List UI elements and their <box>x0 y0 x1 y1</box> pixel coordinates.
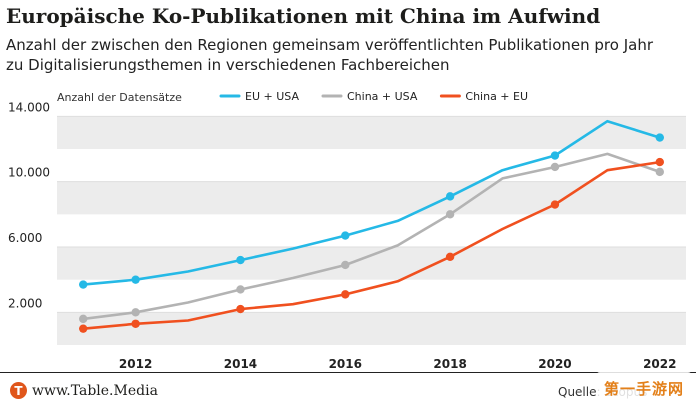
chart-title: Europäische Ko-Publikationen mit China i… <box>6 4 601 28</box>
x-tick-label: 2022 <box>643 357 676 371</box>
y-tick-label: 14.000 <box>8 100 50 114</box>
data-point <box>655 157 664 167</box>
grid-band <box>57 247 686 280</box>
series-line <box>81 119 662 286</box>
data-point <box>445 192 455 201</box>
data-point <box>131 319 140 328</box>
grid-band <box>57 312 686 345</box>
data-point <box>655 133 664 142</box>
y-axis: 2.000 6.000 10.000 14.000 Anzahl der Datensä… <box>8 91 686 313</box>
data-point <box>79 324 88 333</box>
legend-entry: China + EU <box>465 90 528 103</box>
y-tick-label: 10.000 <box>8 166 50 180</box>
data-point <box>79 314 88 324</box>
series-line <box>81 152 662 321</box>
line-chart: 2.000 6.000 10.000 14.000 Anzahl der Datensä… <box>8 90 686 371</box>
data-point <box>341 260 350 270</box>
grid-band <box>57 116 686 149</box>
y-tick-label: 6.000 <box>8 231 42 245</box>
data-point <box>79 280 88 289</box>
data-point <box>655 167 664 177</box>
watermark: 第一手游网 <box>596 372 692 404</box>
x-tick-label: 2018 <box>433 357 466 371</box>
data-point <box>236 304 245 314</box>
data-point <box>445 210 455 219</box>
brand[interactable]: T www.Table.Media <box>10 382 158 399</box>
x-tick-label: 2014 <box>224 357 257 371</box>
data-point <box>550 200 560 209</box>
y-axis-label: Anzahl der Datensätze <box>57 91 182 104</box>
legend-entry: EU + USA <box>245 90 299 103</box>
x-tick-label: 2020 <box>538 357 571 371</box>
x-axis: 2012 2014 2016 2018 2020 2022 <box>119 357 677 371</box>
data-point <box>341 290 350 299</box>
brand-url: www.Table.Media <box>32 382 158 399</box>
y-tick-label: 2.000 <box>8 296 42 310</box>
subtitle-line-1: Anzahl der zwischen den Regionen gemeins… <box>6 36 654 54</box>
data-point <box>236 285 245 294</box>
chart-legend: EU + USA China + USA China + EU <box>219 90 528 103</box>
series-lines <box>81 119 662 331</box>
data-point <box>550 162 560 172</box>
data-point <box>131 308 140 317</box>
data-point <box>445 252 455 261</box>
subtitle-line-2: zu Digitalisierungsthemen in verschieden… <box>6 56 450 74</box>
grid-band <box>57 181 686 215</box>
brand-logo-icon: T <box>10 382 27 399</box>
data-point <box>131 275 140 284</box>
series-markers <box>79 133 664 333</box>
x-tick-label: 2012 <box>119 357 152 371</box>
data-point <box>236 255 245 265</box>
data-point <box>550 151 560 160</box>
series-line <box>81 160 662 331</box>
data-point <box>341 231 350 240</box>
legend-entry: China + USA <box>347 90 418 103</box>
footer: T www.Table.Media Quelle: Scopus <box>0 372 696 408</box>
chart-subtitle: Anzahl der zwischen den Regionen gemeins… <box>6 35 690 75</box>
x-tick-label: 2016 <box>329 357 362 371</box>
grid-bands <box>57 116 686 345</box>
